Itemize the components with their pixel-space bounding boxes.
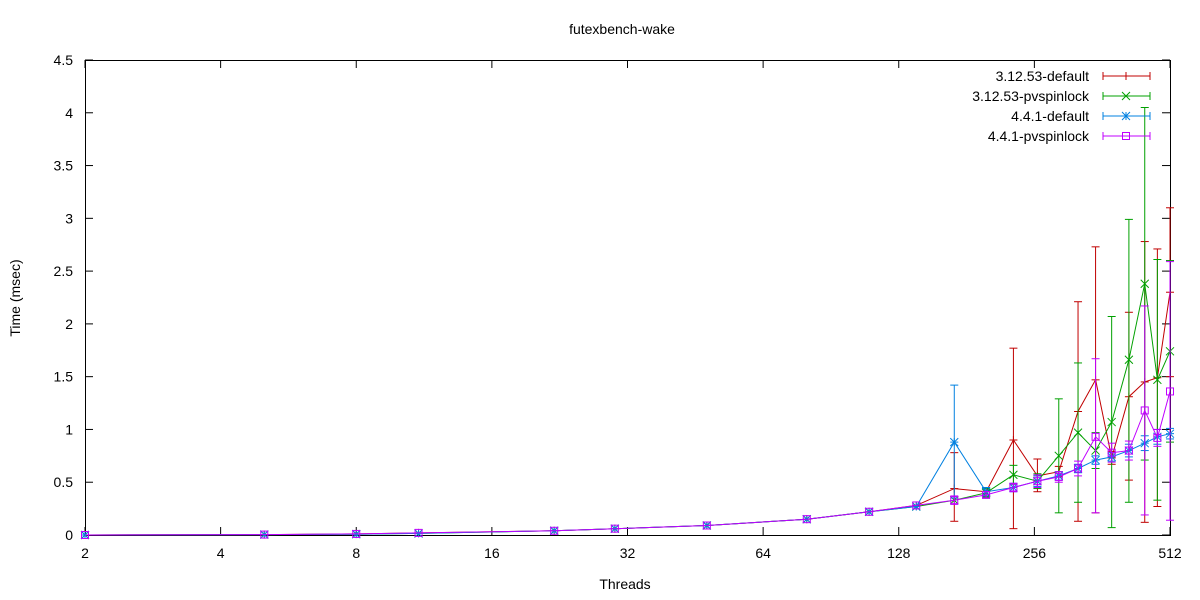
data-point — [1009, 470, 1018, 480]
data-point — [1124, 446, 1133, 455]
y-tick-label: 1.5 — [54, 369, 74, 385]
data-point — [1107, 448, 1116, 457]
data-point — [1166, 387, 1174, 396]
data-point — [260, 530, 269, 539]
data-point — [1073, 428, 1083, 437]
error-bar — [1124, 440, 1133, 461]
y-tick-label: 2 — [65, 316, 73, 332]
y-tick-label: 0.5 — [54, 474, 74, 490]
x-axis: 2 4 8 16 32 64 128 256 512 — [81, 60, 1182, 561]
error-bar — [950, 495, 959, 505]
data-point — [1074, 464, 1083, 473]
x-tick-label: 256 — [1023, 545, 1047, 561]
legend: 3.12.53-default 3.12.53-pvspinlock 4.4.1-d… — [972, 68, 1151, 144]
x-tick-label: 4 — [217, 545, 225, 561]
data-point — [1124, 355, 1134, 365]
x-tick-label: 128 — [887, 545, 911, 561]
error-bar — [1033, 474, 1042, 488]
data-point — [1054, 451, 1064, 461]
data-point — [1153, 375, 1162, 385]
data-point — [949, 437, 959, 447]
series-4.4.1-pvspinlock — [81, 261, 1174, 539]
data-point — [702, 521, 711, 530]
legend-entry: 3.12.53-pvspinlock — [972, 88, 1151, 104]
error-bar — [1140, 305, 1149, 516]
data-point — [414, 528, 423, 537]
error-bar — [1107, 442, 1116, 463]
series-3.12.53-pvspinlock — [80, 107, 1175, 540]
error-bar — [1074, 460, 1083, 477]
legend-label: 3.12.53-pvspinlock — [972, 88, 1090, 104]
x-axis-label: Threads — [599, 576, 650, 592]
data-point — [1122, 132, 1130, 140]
data-point — [802, 515, 811, 524]
error-bar — [1153, 428, 1162, 447]
data-point — [1121, 111, 1131, 121]
x-tick-label: 16 — [484, 545, 500, 561]
data-point — [912, 501, 921, 510]
y-tick-label: 3 — [65, 210, 73, 226]
y-tick-label: 4 — [65, 105, 73, 121]
data-point — [1122, 72, 1130, 80]
data-point — [1091, 432, 1100, 441]
y-tick-label: 2.5 — [54, 263, 74, 279]
error-bar — [1009, 482, 1018, 493]
y-tick-label: 4.5 — [54, 52, 74, 68]
y-tick-label: 1 — [65, 421, 73, 437]
data-point — [81, 531, 89, 539]
chart-title: futexbench-wake — [569, 21, 675, 37]
error-bar — [1166, 261, 1174, 521]
data-point — [1140, 279, 1150, 289]
data-point — [1009, 483, 1018, 492]
series-layer — [80, 107, 1175, 540]
legend-label: 4.4.1-pvspinlock — [988, 128, 1090, 144]
y-axis-label: Time (msec) — [7, 259, 23, 336]
legend-label: 3.12.53-default — [996, 68, 1090, 84]
series-4.4.1-default — [80, 384, 1175, 540]
x-tick-label: 64 — [755, 545, 771, 561]
data-point — [1107, 417, 1117, 427]
data-point — [950, 496, 959, 505]
y-axis: 0 0.5 1 1.5 2 2.5 3 3.5 4 4.5 — [54, 52, 1170, 543]
x-tick-label: 2 — [81, 545, 89, 561]
series-line — [84, 391, 1171, 536]
series-line — [84, 433, 1171, 536]
data-point — [1054, 472, 1063, 481]
data-point — [352, 529, 361, 538]
data-point — [1140, 406, 1149, 415]
data-point — [865, 507, 874, 516]
series-line — [84, 292, 1171, 536]
legend-entry: 4.4.1-pvspinlock — [988, 128, 1151, 144]
legend-label: 4.4.1-default — [1011, 108, 1089, 124]
x-tick-label: 32 — [620, 545, 636, 561]
legend-entry: 3.12.53-default — [996, 68, 1151, 84]
data-point — [982, 490, 991, 499]
y-tick-label: 3.5 — [54, 158, 74, 174]
data-point — [1153, 433, 1162, 442]
legend-entry: 4.4.1-default — [1011, 108, 1151, 124]
error-bar — [1091, 358, 1100, 514]
data-point — [1121, 91, 1131, 101]
data-point — [1033, 477, 1042, 486]
data-point — [610, 524, 619, 533]
x-tick-label: 512 — [1158, 545, 1182, 561]
y-tick-label: 0 — [65, 527, 73, 543]
series-line — [84, 283, 1171, 536]
data-point — [1009, 436, 1018, 444]
data-point — [550, 526, 559, 535]
x-tick-label: 8 — [352, 545, 360, 561]
